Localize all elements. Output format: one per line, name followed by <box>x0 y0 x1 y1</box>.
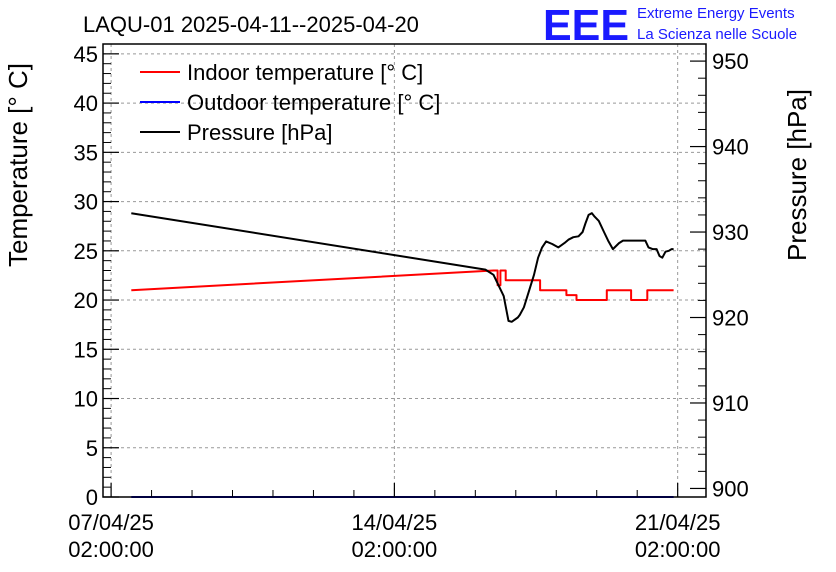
y-right-tick-label: 930 <box>712 220 749 245</box>
legend: Indoor temperature [° C] Outdoor temperat… <box>140 60 440 145</box>
plot-series <box>131 212 674 498</box>
x-tick-label-date: 21/04/25 <box>635 510 721 535</box>
x-tick-label-time: 02:00:00 <box>635 537 721 562</box>
legend-label: Pressure [hPa] <box>187 120 333 145</box>
series-line-0 <box>131 269 674 301</box>
logo-letters: EEE <box>543 1 629 50</box>
y-left-tick-label: 45 <box>74 42 98 67</box>
y-right-tick-label: 910 <box>712 391 749 416</box>
eee-logo: EEE Extreme Energy Events La Scienza nel… <box>543 1 797 50</box>
legend-label: Indoor temperature [° C] <box>187 60 423 85</box>
x-tick-label-time: 02:00:00 <box>352 537 438 562</box>
x-tick-label-date: 14/04/25 <box>352 510 438 535</box>
y-left-tick-label: 15 <box>74 337 98 362</box>
y-axis-label-left: Temperature [° C] <box>3 63 33 267</box>
y-right-tick-label: 920 <box>712 306 749 331</box>
series-line-2 <box>131 212 674 323</box>
y-left-tick-label: 30 <box>74 190 98 215</box>
tick-labels: 0 5 10 15 20 25 30 35 40 45 900 910 920 930 940 950 07/0… <box>68 42 748 562</box>
y-left-tick-label: 5 <box>86 436 98 461</box>
y-left-tick-label: 20 <box>74 288 98 313</box>
y-left-tick-label: 10 <box>74 387 98 412</box>
x-tick-label-date: 07/04/25 <box>68 510 154 535</box>
chart-title: LAQU-01 2025-04-11--2025-04-20 <box>83 12 419 37</box>
legend-label: Outdoor temperature [° C] <box>187 90 440 115</box>
logo-line-1: Extreme Energy Events <box>637 5 795 22</box>
y-axis-label-right: Pressure [hPa] <box>782 89 812 261</box>
axis-ticks <box>103 43 706 498</box>
y-left-tick-label: 25 <box>74 239 98 264</box>
y-right-tick-label: 950 <box>712 49 749 74</box>
logo-line-2: La Scienza nelle Scuole <box>637 26 797 43</box>
y-left-tick-label: 35 <box>74 140 98 165</box>
y-right-tick-label: 940 <box>712 135 749 160</box>
y-right-tick-label: 900 <box>712 476 749 501</box>
y-left-tick-label: 0 <box>86 485 98 510</box>
y-left-tick-label: 40 <box>74 91 98 116</box>
x-tick-label-time: 02:00:00 <box>68 537 154 562</box>
